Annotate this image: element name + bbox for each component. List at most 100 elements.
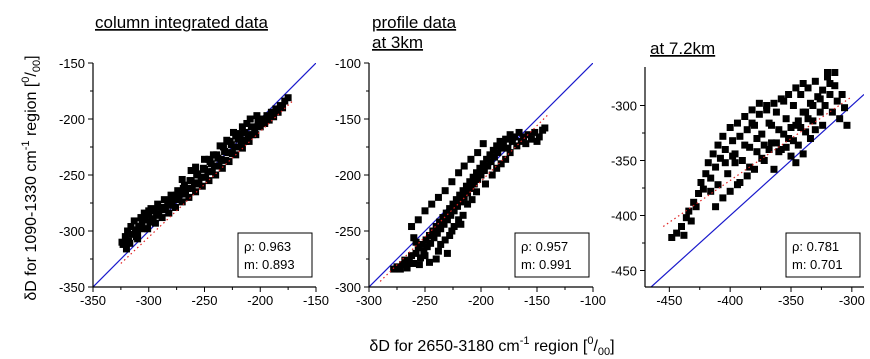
data-point <box>816 95 824 103</box>
data-point <box>792 121 800 129</box>
data-point <box>469 173 477 181</box>
data-point <box>511 133 519 141</box>
data-point <box>690 198 698 206</box>
data-point <box>502 135 510 143</box>
data-point <box>139 225 147 233</box>
data-point <box>127 223 135 231</box>
y-tick-label: -150 <box>59 56 85 71</box>
data-point <box>714 181 722 189</box>
x-tick-label: -250 <box>191 293 217 308</box>
data-point <box>504 144 512 152</box>
data-point <box>836 115 844 123</box>
x-tick-label: -300 <box>839 293 865 308</box>
data-point <box>473 169 481 177</box>
data-point <box>172 203 180 211</box>
x-tick-label: -350 <box>80 293 106 308</box>
data-point <box>789 102 797 109</box>
data-point <box>429 227 437 235</box>
data-point <box>459 211 467 219</box>
scatter-panel-2: -300 -250 -200 -150 -100 -300 -250 -200 -150 -100… <box>335 13 606 308</box>
data-point <box>212 171 220 179</box>
data-point <box>450 223 458 231</box>
data-point <box>741 141 749 149</box>
data-point <box>707 187 715 195</box>
data-point <box>455 216 463 224</box>
data-point <box>522 140 530 148</box>
data-point <box>140 209 148 217</box>
data-point <box>223 136 231 144</box>
data-point <box>457 220 465 228</box>
data-point <box>479 140 487 148</box>
data-point <box>412 249 420 257</box>
data-point <box>758 154 766 162</box>
data-point <box>452 196 460 204</box>
data-point <box>513 142 521 150</box>
data-point <box>787 124 795 131</box>
y-tick-label: -250 <box>335 224 361 239</box>
data-point <box>466 178 474 186</box>
data-point <box>802 108 810 116</box>
data-point <box>697 179 705 186</box>
data-point <box>741 113 749 120</box>
data-point <box>396 265 404 273</box>
data-point <box>470 180 478 188</box>
y-tick-label: -100 <box>335 56 361 71</box>
x-tick-label: -350 <box>778 293 804 308</box>
data-point <box>736 132 744 140</box>
x-tick-label: -200 <box>247 293 273 308</box>
data-point <box>436 218 444 226</box>
data-point <box>474 175 482 183</box>
data-point <box>149 217 157 225</box>
data-point <box>733 119 741 127</box>
data-point <box>816 108 824 116</box>
data-point <box>792 84 800 92</box>
slope-label: m: 0.991 <box>521 257 572 272</box>
slope-label: m: 0.701 <box>792 257 843 272</box>
data-point <box>439 214 447 222</box>
data-point <box>464 200 472 208</box>
y-tick-label: -350 <box>611 154 637 169</box>
data-point <box>515 128 523 136</box>
data-point <box>811 77 819 85</box>
x-tick-label: -300 <box>356 293 382 308</box>
data-point <box>432 255 440 263</box>
correlation-label: ρ: 0.957 <box>521 239 568 254</box>
data-point <box>201 155 208 163</box>
data-point <box>480 167 488 175</box>
data-point <box>134 229 142 237</box>
data-point <box>541 124 549 132</box>
y-tick-label: -300 <box>335 280 361 295</box>
data-point <box>765 146 773 153</box>
one-to-one-line <box>650 94 864 287</box>
data-point <box>821 102 829 109</box>
data-point <box>493 142 501 150</box>
data-point <box>527 135 535 143</box>
data-point <box>531 128 539 136</box>
y-tick-label: -200 <box>335 168 361 183</box>
data-point <box>758 130 766 138</box>
data-point <box>828 108 836 116</box>
data-point <box>456 191 464 199</box>
data-point <box>433 229 441 237</box>
data-point <box>490 153 498 161</box>
data-point <box>780 130 788 138</box>
data-point <box>831 69 839 76</box>
data-point <box>418 240 426 248</box>
data-point <box>224 149 232 157</box>
data-point <box>218 164 226 172</box>
data-point <box>410 234 418 242</box>
data-point <box>811 126 819 134</box>
y-tick-label: -300 <box>611 99 637 114</box>
data-point <box>284 94 292 102</box>
data-point <box>246 115 254 123</box>
data-point <box>753 135 761 142</box>
panel-title: column integrated data <box>95 13 268 32</box>
data-point <box>138 220 146 228</box>
data-point <box>488 171 496 179</box>
data-point <box>427 239 435 247</box>
data-point <box>186 177 194 185</box>
data-point <box>237 136 245 144</box>
data-point <box>258 115 266 123</box>
data-point <box>799 80 807 87</box>
data-point <box>804 84 812 92</box>
